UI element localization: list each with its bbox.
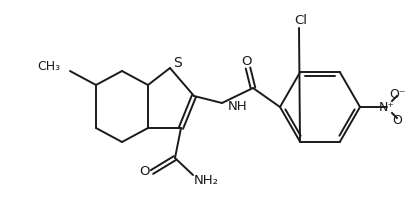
Text: S: S bbox=[173, 56, 181, 70]
Text: O: O bbox=[241, 54, 251, 67]
Text: O⁻: O⁻ bbox=[389, 87, 405, 101]
Text: Cl: Cl bbox=[294, 14, 307, 28]
Text: NH₂: NH₂ bbox=[194, 174, 218, 186]
Text: N⁺: N⁺ bbox=[379, 101, 395, 113]
Text: NH: NH bbox=[228, 99, 248, 113]
Text: O: O bbox=[392, 113, 402, 127]
Text: O: O bbox=[140, 165, 150, 178]
Text: CH₃: CH₃ bbox=[37, 59, 60, 73]
